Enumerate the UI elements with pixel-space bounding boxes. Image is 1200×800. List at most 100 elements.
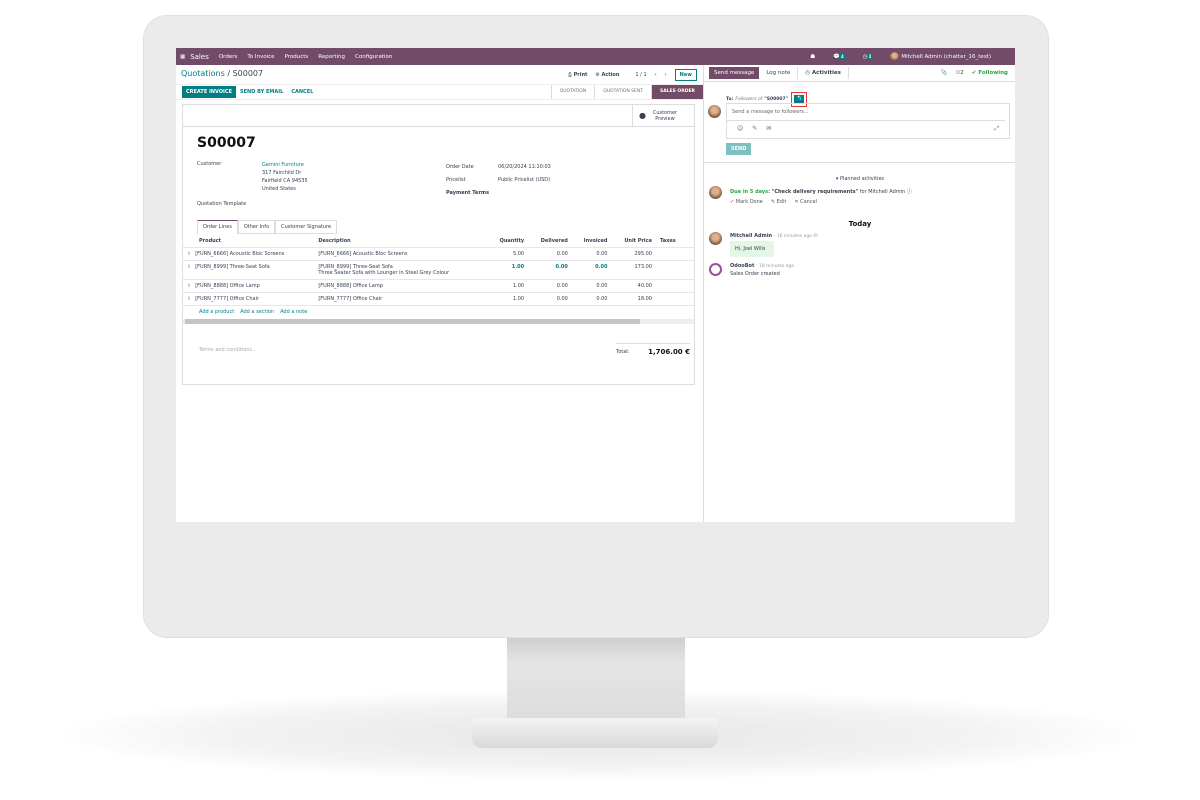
customer-field[interactable]: Gemini Furniture xyxy=(262,162,304,168)
edit-activity-button[interactable]: ✎ Edit xyxy=(770,199,787,205)
line-product: [FURN_6666] Acoustic Bloc Screens xyxy=(195,251,285,257)
order-date-field[interactable]: 06/20/2024 11:10:03 xyxy=(498,164,551,170)
line-invoiced: 0.00 xyxy=(571,292,612,306)
total-label: Total: xyxy=(616,349,630,355)
breadcrumb-current: S00007 xyxy=(232,69,264,78)
message-author: Mitchell Admin xyxy=(730,233,773,239)
info-icon[interactable]: ⓘ xyxy=(906,189,912,195)
following-button[interactable]: ✔ Following xyxy=(971,70,1008,76)
horizontal-scrollbar[interactable] xyxy=(183,319,694,324)
tab-order-lines[interactable]: Order Lines xyxy=(197,220,238,234)
log-note-button[interactable]: Log note xyxy=(759,67,799,79)
apps-menu-icon[interactable]: ▦ xyxy=(180,53,186,60)
line-quantity: 1.00 xyxy=(487,279,529,293)
chatter: Send message Log note ◷ Activities 📎 ⚇2 … xyxy=(703,65,1015,522)
print-button[interactable]: ⎙ Print xyxy=(568,72,588,78)
send-button[interactable]: SEND xyxy=(726,143,752,155)
message-body: Sales Order created xyxy=(730,271,780,277)
monitor-base xyxy=(472,718,718,748)
col-quantity[interactable]: Quantity xyxy=(487,235,529,248)
activities-button[interactable]: ◷ Activities xyxy=(798,67,849,79)
envelope-icon: ✉ xyxy=(813,233,818,239)
line-description: [FURN_6666] Acoustic Bloc Screens xyxy=(318,251,408,257)
pricelist-field[interactable]: Public Pricelist (USD) xyxy=(498,177,551,183)
line-delivered: 0.00 xyxy=(528,279,572,293)
col-unit-price[interactable]: Unit Price xyxy=(611,235,656,248)
line-unit-price: 173.00 xyxy=(611,260,656,280)
stage-quotation[interactable]: QUOTATION xyxy=(550,85,595,99)
drag-handle-icon[interactable]: ⇕ xyxy=(187,264,192,270)
send-by-email-button[interactable]: SEND BY EMAIL xyxy=(240,89,284,95)
customer-preview-label: Customer Preview xyxy=(652,109,678,122)
col-description[interactable]: Description xyxy=(314,235,488,248)
messages-icon[interactable]: 💬4 xyxy=(833,53,845,60)
customer-preview-button[interactable]: ● Customer Preview xyxy=(632,105,694,126)
add-section-link[interactable]: Add a section xyxy=(240,309,275,315)
line-delivered: 0.00 xyxy=(528,247,572,261)
message-author: OdooBot xyxy=(730,263,755,269)
attachment-icon[interactable]: 📎 xyxy=(940,70,948,76)
template-icon[interactable]: ✉ xyxy=(766,125,772,132)
tab-customer-signature[interactable]: Customer Signature xyxy=(275,220,338,234)
add-product-link[interactable]: Add a product xyxy=(199,309,235,315)
stage-sales-order[interactable]: SALES ORDER xyxy=(650,85,703,99)
attach-icon[interactable]: ✎ xyxy=(752,125,758,132)
app-name[interactable]: Sales xyxy=(190,52,209,61)
drag-handle-icon[interactable]: ⇕ xyxy=(187,283,192,289)
message-input[interactable]: Send a message to followers... xyxy=(727,104,1005,121)
activity-avatar xyxy=(709,186,722,199)
print-label: Print xyxy=(573,72,588,78)
odoobot-avatar xyxy=(709,263,722,276)
bug-icon[interactable]: ☗ xyxy=(810,53,816,60)
status-pipeline: QUOTATION QUOTATION SENT SALES ORDER xyxy=(550,85,703,99)
cancel-order-button[interactable]: CANCEL xyxy=(291,89,314,95)
tab-other-info[interactable]: Other Info xyxy=(237,220,276,234)
action-button[interactable]: ⚙ Action xyxy=(595,72,620,78)
table-row[interactable]: ⇕ [FURN_8999] Three-Seat Sofa [FURN_8999]… xyxy=(183,260,694,280)
drag-handle-icon[interactable]: ⇕ xyxy=(187,251,192,257)
user-menu[interactable]: Mitchell Admin (chatter_16_test) xyxy=(890,52,1001,61)
line-description-detail: Three Seater Sofa with Lounger in Steel … xyxy=(318,270,450,276)
add-note-link[interactable]: Add a note xyxy=(280,309,308,315)
to-followers: Followers of xyxy=(735,97,763,102)
mark-done-button[interactable]: ✓ Mark Done xyxy=(730,199,763,205)
line-invoiced: 0.00 xyxy=(571,260,612,280)
pager-next-icon[interactable]: › xyxy=(664,72,667,78)
col-taxes[interactable]: Taxes xyxy=(656,235,694,248)
following-label: Following xyxy=(978,70,1008,76)
planned-activities-toggle[interactable]: ▾ Planned activities xyxy=(835,176,885,182)
menu-orders[interactable]: Orders xyxy=(218,53,238,60)
menu-to-invoice[interactable]: To Invoice xyxy=(247,53,275,60)
pager-prev-icon[interactable]: ‹ xyxy=(654,72,657,78)
line-unit-price: 40.00 xyxy=(611,279,656,293)
pricelist-label: Pricelist xyxy=(446,177,466,183)
menu-configuration[interactable]: Configuration xyxy=(355,53,393,60)
breadcrumb-quotations[interactable]: Quotations xyxy=(181,69,225,78)
send-message-button[interactable]: Send message xyxy=(709,67,760,79)
activities-icon[interactable]: ◷2 xyxy=(862,53,873,60)
table-row[interactable]: ⇕ [FURN_8888] Office Lamp [FURN_8888] Off… xyxy=(183,279,694,293)
composer-avatar xyxy=(708,105,721,118)
create-invoice-button[interactable]: CREATE INVOICE xyxy=(182,86,237,98)
col-product[interactable]: Product xyxy=(183,235,315,248)
quotation-template-label: Quotation Template xyxy=(197,201,247,207)
planned-label: Planned activities xyxy=(839,176,885,182)
emoji-icon[interactable]: ☺ xyxy=(737,125,744,132)
new-button[interactable]: New xyxy=(674,69,697,81)
followers-button[interactable]: ⚇2 xyxy=(955,70,964,76)
reply-icon[interactable]: ↰ xyxy=(793,95,804,104)
col-invoiced[interactable]: Invoiced xyxy=(571,235,612,248)
order-date-label: Order Date xyxy=(446,164,474,170)
terms-input[interactable]: Terms and conditions... xyxy=(199,347,257,353)
table-row[interactable]: ⇕ [FURN_7777] Office Chair [FURN_7777] Of… xyxy=(183,292,694,306)
cancel-activity-button[interactable]: ✕ Cancel xyxy=(794,199,818,205)
col-delivered[interactable]: Delivered xyxy=(528,235,572,248)
menu-products[interactable]: Products xyxy=(284,53,309,60)
stage-quotation-sent[interactable]: QUOTATION SENT xyxy=(594,85,651,99)
table-row[interactable]: ⇕ [FURN_6666] Acoustic Bloc Screens [FURN… xyxy=(183,247,694,261)
payment-terms-label: Payment Terms xyxy=(446,190,490,196)
expand-icon[interactable]: ⤢ xyxy=(994,125,999,132)
drag-handle-icon[interactable]: ⇕ xyxy=(187,296,192,302)
line-invoiced: 0.00 xyxy=(571,279,612,293)
menu-reporting[interactable]: Reporting xyxy=(318,53,346,60)
